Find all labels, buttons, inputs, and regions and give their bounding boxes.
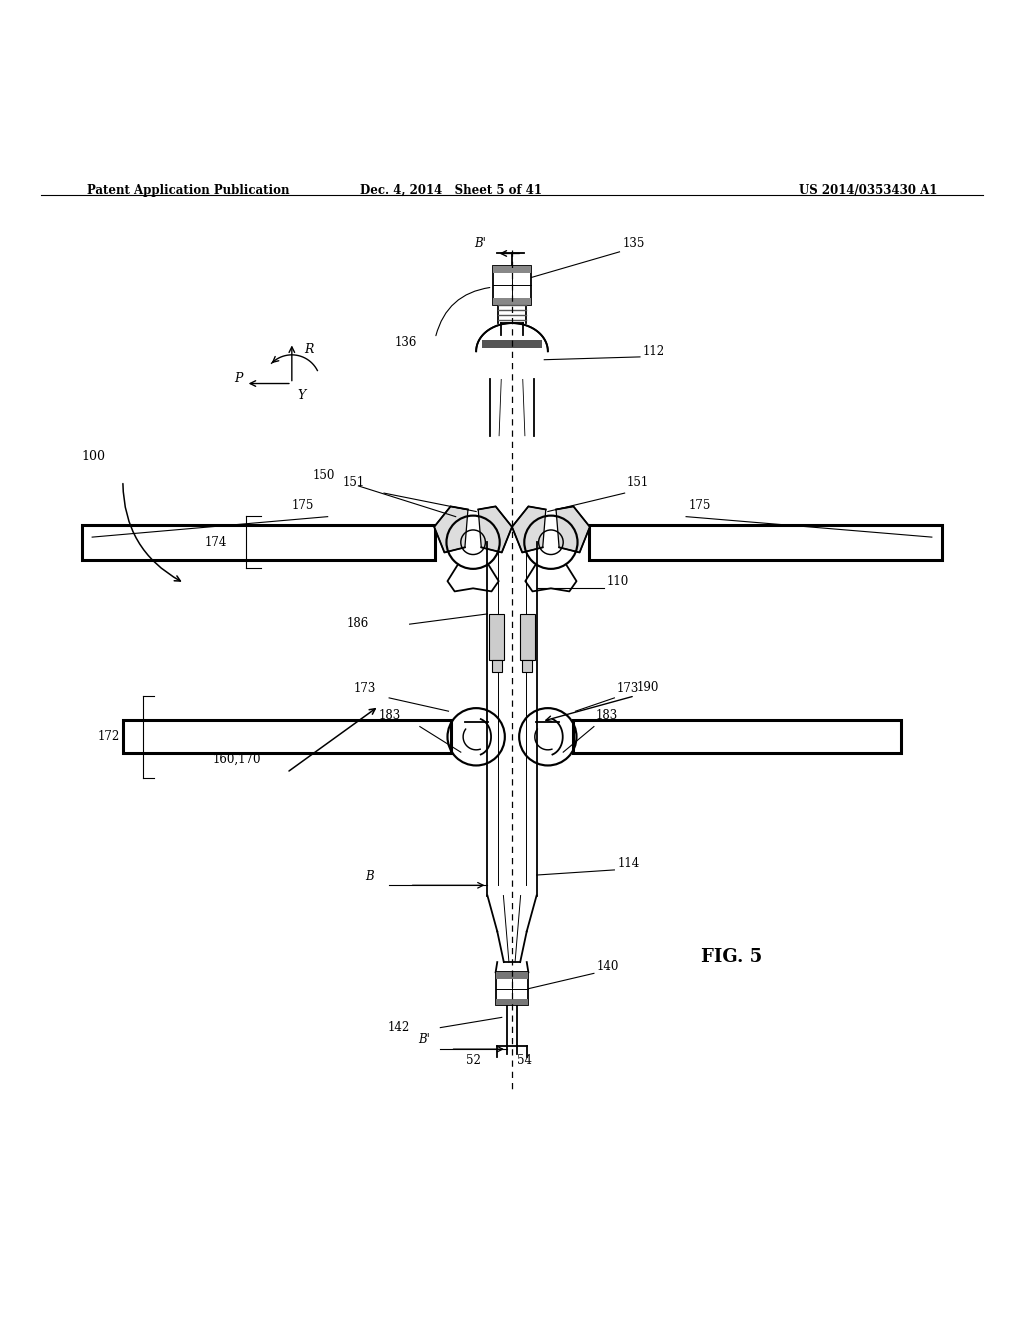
Text: 173: 173 bbox=[616, 681, 639, 694]
Text: 142: 142 bbox=[387, 1020, 410, 1034]
Bar bbox=[493, 265, 531, 305]
Text: 135: 135 bbox=[623, 236, 645, 249]
Text: B: B bbox=[366, 870, 374, 883]
Polygon shape bbox=[512, 507, 546, 553]
Text: 52: 52 bbox=[466, 1055, 481, 1068]
Bar bbox=[520, 614, 535, 660]
Text: Dec. 4, 2014   Sheet 5 of 41: Dec. 4, 2014 Sheet 5 of 41 bbox=[359, 183, 542, 197]
Bar bbox=[522, 660, 532, 672]
Text: 114: 114 bbox=[617, 857, 640, 870]
Bar bbox=[481, 341, 543, 348]
Text: 173: 173 bbox=[353, 681, 376, 694]
Text: 151: 151 bbox=[343, 477, 366, 488]
Text: 140: 140 bbox=[597, 960, 620, 973]
FancyBboxPatch shape bbox=[573, 721, 901, 754]
Text: B': B' bbox=[418, 1034, 430, 1045]
Bar bbox=[489, 614, 504, 660]
Text: B': B' bbox=[474, 238, 486, 251]
Polygon shape bbox=[478, 507, 512, 553]
Text: 150: 150 bbox=[312, 469, 335, 482]
Text: 175: 175 bbox=[292, 499, 314, 512]
Bar bbox=[492, 660, 502, 672]
Text: 100: 100 bbox=[82, 450, 105, 463]
Text: 175: 175 bbox=[688, 499, 711, 512]
Bar bbox=[496, 973, 528, 1005]
Text: FIG. 5: FIG. 5 bbox=[701, 948, 763, 966]
FancyBboxPatch shape bbox=[589, 525, 942, 560]
Bar bbox=[493, 265, 531, 273]
Polygon shape bbox=[556, 507, 590, 553]
Text: 151: 151 bbox=[627, 477, 649, 488]
Text: 190: 190 bbox=[637, 681, 659, 694]
Bar bbox=[493, 298, 531, 305]
Text: 160,170: 160,170 bbox=[213, 752, 261, 766]
Bar bbox=[496, 998, 528, 1005]
Text: Y: Y bbox=[297, 389, 305, 401]
Text: 183: 183 bbox=[379, 709, 401, 722]
Text: 174: 174 bbox=[205, 536, 227, 549]
Text: 186: 186 bbox=[346, 618, 369, 630]
Text: 54: 54 bbox=[517, 1055, 532, 1068]
FancyBboxPatch shape bbox=[123, 721, 451, 754]
Text: 110: 110 bbox=[606, 576, 629, 589]
Text: 136: 136 bbox=[394, 335, 417, 348]
Text: R: R bbox=[304, 343, 313, 356]
Polygon shape bbox=[434, 507, 468, 553]
Bar bbox=[496, 973, 528, 979]
Text: Patent Application Publication: Patent Application Publication bbox=[87, 183, 290, 197]
Text: US 2014/0353430 A1: US 2014/0353430 A1 bbox=[799, 183, 937, 197]
Text: P: P bbox=[234, 372, 243, 385]
Text: 172: 172 bbox=[97, 730, 120, 743]
Text: 183: 183 bbox=[596, 709, 618, 722]
FancyBboxPatch shape bbox=[82, 525, 435, 560]
Text: 112: 112 bbox=[643, 346, 666, 358]
